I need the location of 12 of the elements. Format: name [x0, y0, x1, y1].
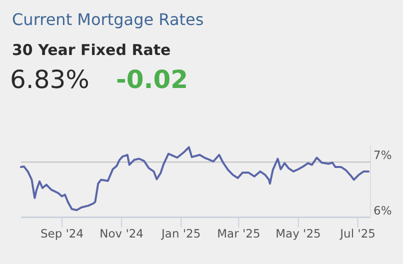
y-tick-label: 6%	[374, 203, 392, 218]
chart-subtitle: 30 Year Fixed Rate	[12, 41, 171, 59]
chart-title: Current Mortgage Rates	[12, 10, 204, 29]
text: -0.02	[116, 65, 188, 94]
y-tick-label: 7%	[374, 148, 392, 162]
x-tick-label: May '25	[276, 226, 321, 240]
x-tick-label: Sep '24	[40, 226, 84, 240]
x-tick-label: Nov '24	[100, 226, 144, 240]
x-tick-label: Mar '25	[217, 226, 260, 240]
x-tick-label: Jan '25	[160, 226, 201, 240]
text: 6.83%	[10, 65, 90, 94]
x-tick-label: Jul '25	[339, 226, 376, 240]
